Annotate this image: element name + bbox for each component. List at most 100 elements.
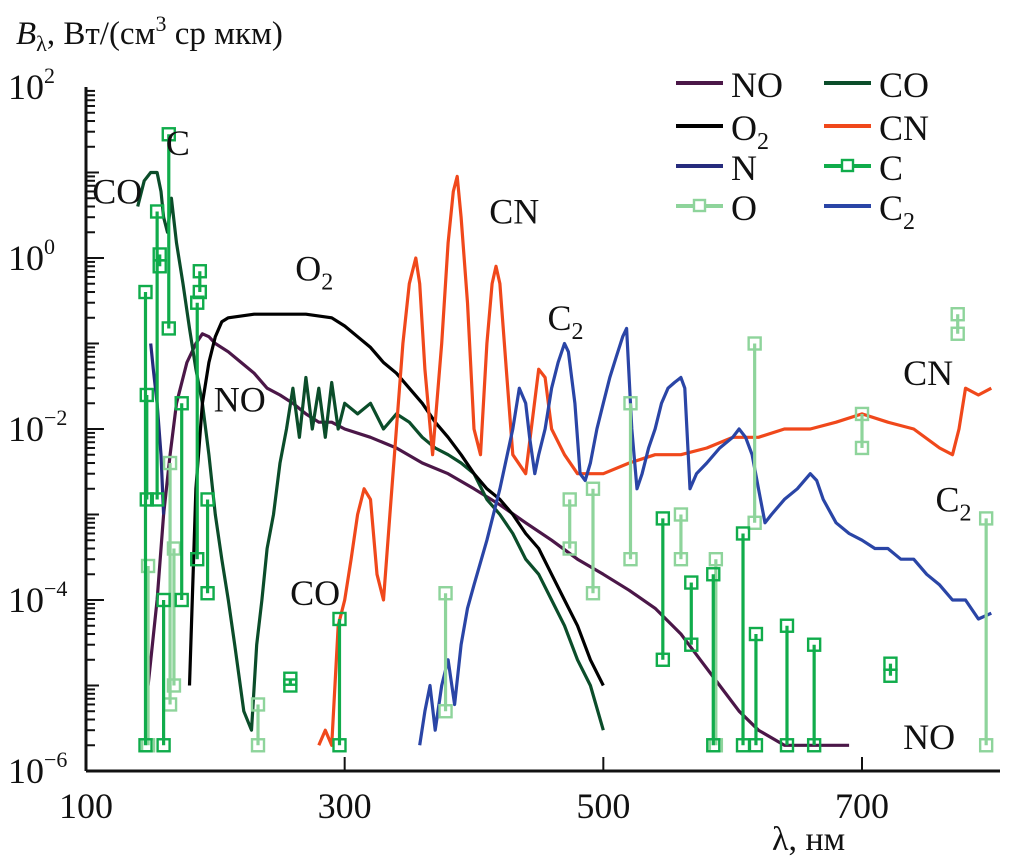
- series-o-marker-0-0: [140, 558, 156, 574]
- legend-label-c: C: [879, 148, 903, 188]
- series-c-marker-18-1: [806, 738, 822, 753]
- series-c-marker-17-1: [779, 738, 795, 753]
- series-c-marker-0-1: [138, 738, 153, 753]
- series-o-marker-4-0: [438, 586, 453, 601]
- annotation-c2: C2: [935, 479, 971, 526]
- series-c-marker-6-0: [174, 396, 189, 411]
- series-c-marker-16-1: [748, 738, 764, 753]
- annotation-no: NO: [903, 717, 955, 757]
- series-o-marker-4-1: [438, 704, 453, 719]
- annotation-c: C: [166, 123, 190, 163]
- legend-label-cn: CN: [879, 108, 929, 148]
- series-c-marker-7-1: [190, 552, 205, 567]
- legend-item-cn: CN: [824, 108, 929, 148]
- legend-item-no: NO: [676, 65, 783, 105]
- annotation-c2: C2: [547, 298, 583, 345]
- annotation-o2: O2: [295, 249, 333, 296]
- series-c-marker-13-0: [684, 575, 699, 590]
- series-c-marker-11-1: [332, 738, 347, 753]
- series-o-marker-13-0: [978, 511, 994, 526]
- legend-item-c: C: [824, 148, 903, 188]
- x-tick-label: 300: [318, 786, 372, 826]
- series-cn: [317, 174, 993, 747]
- legend-label-c2: C2: [879, 188, 915, 235]
- x-tick-label: 700: [835, 786, 889, 826]
- series-c-marker-8-0: [192, 264, 208, 279]
- series-o-marker-10-0: [747, 336, 762, 351]
- series-o-marker-11-0: [854, 406, 870, 422]
- series-o-marker-8-1: [673, 552, 689, 567]
- series-o-marker-3-0: [250, 697, 266, 712]
- series-c-marker-9-1: [200, 586, 215, 601]
- series-c-marker-6-1: [174, 592, 189, 608]
- series-o-marker-13-1: [978, 738, 994, 753]
- series-o2: [187, 312, 605, 687]
- series-o-marker-7-0: [623, 396, 638, 411]
- x-tick-label: 100: [59, 786, 113, 826]
- plot-area: [136, 127, 994, 753]
- legend-item-o: O: [676, 188, 757, 228]
- legend-label-no: NO: [731, 65, 783, 105]
- series-o-marker-8-0: [673, 507, 689, 522]
- series-c-marker-18-0: [806, 637, 822, 652]
- legend-marker-c: [840, 158, 855, 173]
- series-c-marker-4-0: [156, 592, 171, 608]
- y-axis-label-subscript: λ: [36, 31, 47, 56]
- y-tick-label: 102: [8, 63, 55, 107]
- series-o-marker-7-1: [623, 552, 638, 567]
- series-c-marker-11-0: [332, 611, 347, 627]
- series-c-marker-0-0: [138, 284, 153, 300]
- series-c-marker-12-0: [655, 511, 671, 526]
- legend-item-c2: C2: [824, 188, 915, 235]
- x-tick-label: 500: [576, 786, 630, 826]
- series-c-marker-5-0: [161, 127, 176, 142]
- series-c-marker-16-0: [748, 626, 764, 642]
- legend-item-o2: O2: [676, 108, 769, 155]
- series-c-marker-15-0: [735, 526, 751, 541]
- annotation-co: CO: [92, 171, 142, 211]
- series-co-line: [136, 170, 605, 732]
- series-c-marker-1-1: [139, 492, 154, 507]
- legend-marker-o: [692, 198, 707, 213]
- y-tick-label: 10−6: [8, 747, 67, 791]
- series-c-marker-2-0: [149, 204, 165, 219]
- series-o-marker-11-1: [854, 440, 870, 456]
- y-axis-label-unit-a: , Вт/(см: [47, 16, 156, 52]
- series-o-marker-6-1: [585, 586, 601, 601]
- legend-label-n: N: [731, 148, 757, 188]
- series-c-marker-12-1: [655, 652, 671, 667]
- series-o-marker-12-1: [950, 326, 965, 341]
- series-o-marker-9-0: [708, 552, 724, 567]
- x-axis-label: λ, нм: [772, 821, 845, 858]
- series-c-marker-10-1: [283, 678, 298, 693]
- series-no-line: [146, 332, 850, 747]
- legend-label-co: CO: [879, 65, 929, 105]
- series-c-marker-13-1: [684, 637, 699, 652]
- annotation-co: CO: [290, 573, 340, 613]
- series-co: [136, 170, 605, 732]
- series-o2-line: [187, 312, 605, 687]
- series-o-marker-1-0: [162, 455, 178, 471]
- series-c-marker-17-0: [779, 618, 795, 633]
- series-o-marker-5-0: [562, 492, 577, 507]
- series-o-marker-5-1: [562, 541, 577, 556]
- legend-label-o2: O2: [731, 108, 769, 155]
- y-axis-label: Bλ, Вт/(см3 ср мкм): [16, 11, 283, 56]
- annotation-cn: CN: [903, 353, 953, 393]
- y-axis-label-unit-b: ср мкм): [166, 16, 282, 52]
- series-cn-line: [317, 174, 993, 747]
- series-c-marker-14-0: [706, 567, 721, 582]
- series-c-marker-4-1: [156, 738, 171, 753]
- series-c-marker-7-0: [190, 295, 205, 310]
- y-tick-label: 100: [8, 234, 55, 278]
- series-c-marker-3-1: [152, 259, 167, 274]
- series-o-marker-3-1: [250, 738, 266, 753]
- series-o-marker-10-1: [747, 515, 762, 530]
- series-c: [138, 127, 898, 753]
- series-o-marker-2-1: [166, 678, 182, 693]
- legend-label-o: O: [731, 188, 757, 228]
- y-axis-label-superscript: 3: [155, 11, 166, 36]
